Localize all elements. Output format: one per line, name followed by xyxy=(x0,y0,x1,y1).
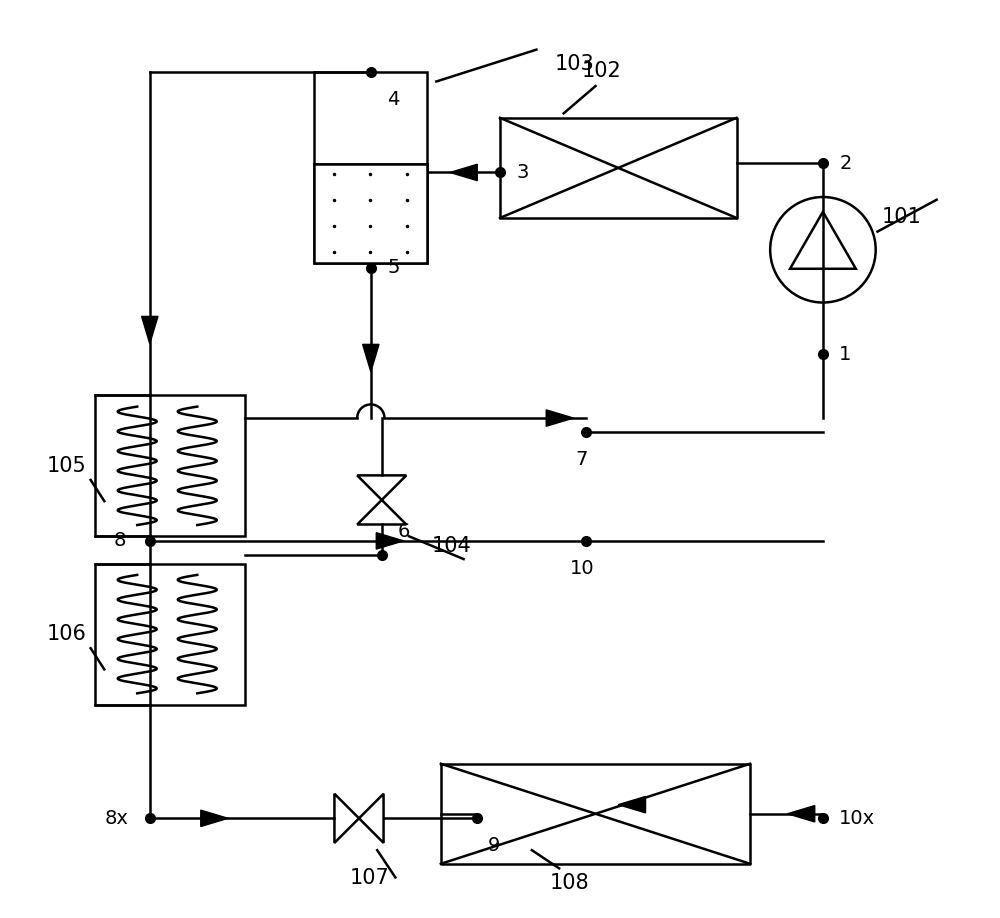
Text: 10x: 10x xyxy=(839,809,875,828)
Polygon shape xyxy=(376,532,404,549)
Polygon shape xyxy=(450,164,477,181)
Text: 6: 6 xyxy=(398,522,410,542)
Polygon shape xyxy=(618,797,646,812)
Text: 10: 10 xyxy=(570,559,594,577)
Polygon shape xyxy=(363,344,379,372)
Text: 108: 108 xyxy=(550,873,590,893)
Text: 8: 8 xyxy=(113,532,126,551)
Polygon shape xyxy=(787,806,815,822)
Bar xyxy=(95,564,245,705)
Polygon shape xyxy=(546,409,574,426)
Text: 103: 103 xyxy=(555,54,594,74)
Text: 105: 105 xyxy=(46,456,86,476)
Text: 2: 2 xyxy=(839,154,852,173)
Text: 102: 102 xyxy=(582,62,622,82)
Text: 5: 5 xyxy=(387,259,400,277)
Text: 106: 106 xyxy=(46,624,86,644)
Polygon shape xyxy=(201,810,228,826)
Bar xyxy=(95,396,245,536)
Text: 8x: 8x xyxy=(104,809,128,828)
Text: 4: 4 xyxy=(387,90,400,109)
Text: 101: 101 xyxy=(882,207,922,227)
Text: 104: 104 xyxy=(432,536,472,556)
Text: 3: 3 xyxy=(516,163,529,182)
Bar xyxy=(314,164,427,263)
Text: 107: 107 xyxy=(350,868,390,889)
Text: 9: 9 xyxy=(487,836,500,855)
Bar xyxy=(314,73,427,263)
Text: 7: 7 xyxy=(576,450,588,468)
Text: 1: 1 xyxy=(839,345,852,364)
Polygon shape xyxy=(142,317,158,343)
